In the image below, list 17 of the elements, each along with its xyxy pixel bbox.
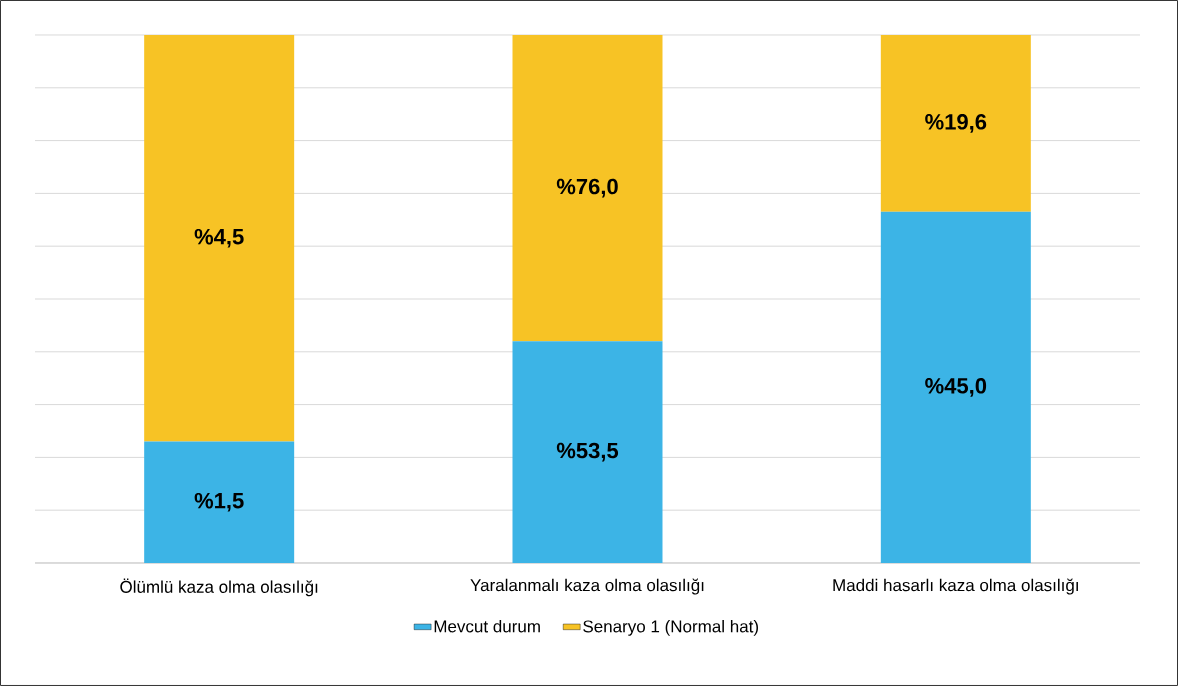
annotation: %45,0 <box>925 378 987 397</box>
x-tick-label: Ölümlü kaza olma olasılığı <box>120 578 318 597</box>
bar <box>144 441 295 563</box>
legend-label: Senaryo 1 (Normal hat) <box>583 619 758 636</box>
annotation: %19,6 <box>925 114 987 133</box>
annotation: %4,5 <box>194 228 244 248</box>
annotation: %1,5 <box>194 492 244 512</box>
bar <box>880 34 1031 212</box>
legend-label: Mevcut durum <box>434 619 540 633</box>
bar <box>880 211 1031 563</box>
bar <box>512 341 663 563</box>
x-tick-label: Yaralanmalı kaza olma olasılığı <box>470 578 704 595</box>
x-tick-label: Maddi hasarlı kaza olma olasılığı <box>833 578 1078 595</box>
bar <box>144 34 295 442</box>
annotation: %53,5 <box>556 442 619 462</box>
annotation: %76,0 <box>556 178 618 198</box>
bar <box>512 34 663 342</box>
